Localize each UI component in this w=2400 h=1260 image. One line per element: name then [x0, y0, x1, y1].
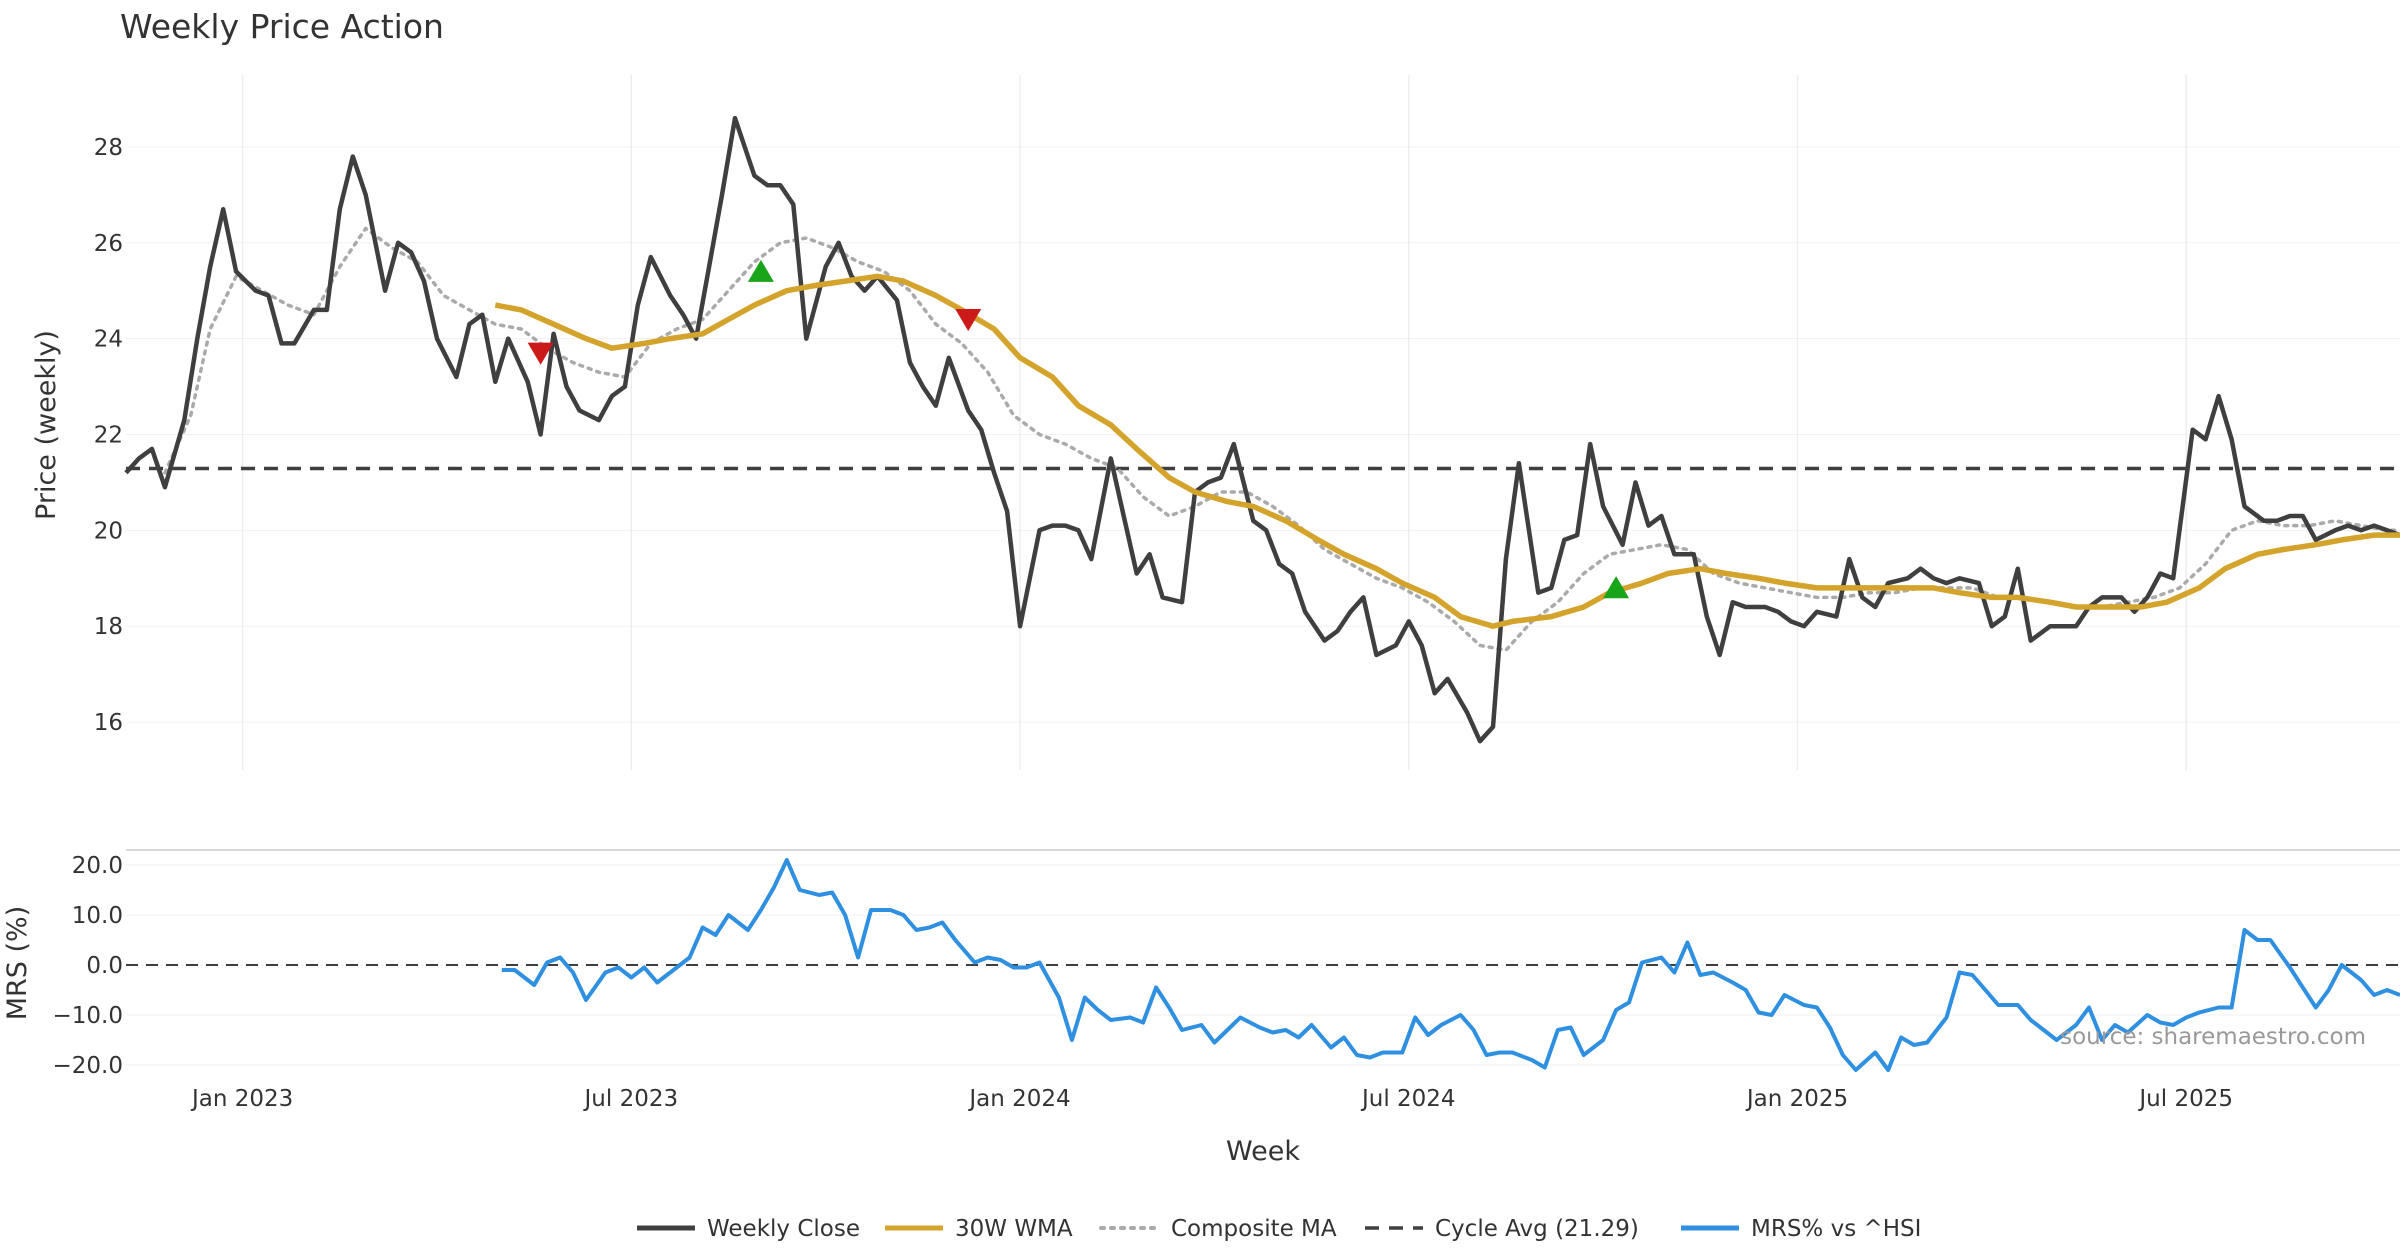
top-y-tick-label: 24	[94, 327, 123, 353]
sell-signal-marker	[955, 309, 982, 332]
signal-markers	[527, 259, 1630, 599]
x-tick-label: Jan 2025	[1745, 1086, 1848, 1112]
legend-item-cycle-avg-21-29: Cycle Avg (21.29)	[1365, 1216, 1639, 1242]
legend-item-composite-ma: Composite MA	[1099, 1216, 1337, 1242]
top-y-tick-label: 20	[94, 518, 123, 544]
bottom-y-tick-label: −20.0	[53, 1053, 123, 1079]
legend-item-mrs-vs-hsi: MRS% vs ^HSI	[1681, 1216, 1921, 1242]
bottom-panel-gridlines	[126, 849, 2400, 1066]
legend: Weekly Close 30W WMA Composite MA Cycle Avg…	[637, 1216, 1921, 1242]
series-mrs-vs-hsi	[501, 858, 2400, 1072]
bottom-panel-y-ticks: −20.0 −10.0 0.0 10.0 20.0	[53, 853, 123, 1079]
bottom-y-tick-label: 0.0	[86, 953, 123, 979]
buy-signal-marker	[747, 259, 774, 282]
legend-label: MRS% vs ^HSI	[1751, 1216, 1921, 1242]
top-panel-gridlines	[126, 75, 2400, 770]
top-y-tick-label: 16	[94, 710, 123, 736]
top-y-tick-label: 28	[94, 135, 123, 161]
bottom-panel-series	[501, 858, 2400, 1072]
series-30w-wma	[494, 273, 2400, 629]
buy-signal-marker	[1603, 576, 1630, 599]
sell-signal-marker	[527, 342, 554, 365]
legend-label: Weekly Close	[707, 1216, 860, 1242]
x-tick-label: Jul 2023	[583, 1086, 679, 1112]
legend-label: 30W WMA	[955, 1216, 1073, 1242]
bottom-y-tick-label: 20.0	[72, 853, 123, 879]
top-y-axis-title: Price (weekly)	[31, 330, 62, 520]
series-weekly-close	[124, 115, 2400, 744]
top-panel-series	[124, 115, 2400, 744]
x-tick-label: Jul 2025	[2137, 1086, 2233, 1112]
top-y-tick-label: 18	[94, 614, 123, 640]
x-tick-label: Jan 2023	[190, 1086, 293, 1112]
x-axis-title: Week	[1226, 1136, 1300, 1167]
legend-label: Cycle Avg (21.29)	[1435, 1216, 1639, 1242]
bottom-y-tick-label: 10.0	[72, 903, 123, 929]
series-composite-ma	[163, 226, 2400, 652]
top-panel-y-ticks: 16 18 20 22 24 26 28	[94, 135, 123, 736]
legend-label: Composite MA	[1171, 1216, 1337, 1242]
chart-title: Weekly Price Action	[120, 7, 444, 46]
bottom-y-tick-label: −10.0	[53, 1003, 123, 1029]
x-tick-label: Jul 2024	[1360, 1086, 1456, 1112]
x-axis-ticks: Jan 2023 Jul 2023 Jan 2024 Jul 2024 Jan 2025…	[190, 1086, 2233, 1112]
source-attribution: source: sharemaestro.com	[2060, 1024, 2366, 1050]
bottom-y-axis-title: MRS (%)	[2, 906, 33, 1021]
x-tick-label: Jan 2024	[967, 1086, 1070, 1112]
top-y-tick-label: 26	[94, 231, 123, 257]
legend-item-30w-wma: 30W WMA	[885, 1216, 1073, 1242]
legend-item-weekly-close: Weekly Close	[637, 1216, 860, 1242]
top-y-tick-label: 22	[94, 422, 123, 448]
